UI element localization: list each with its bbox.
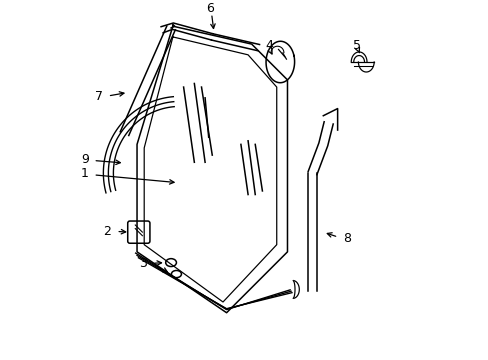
Text: 1: 1 <box>81 167 88 180</box>
Text: 7: 7 <box>95 90 103 103</box>
Text: 6: 6 <box>206 3 214 15</box>
Text: 9: 9 <box>81 153 88 166</box>
Text: 2: 2 <box>103 225 111 238</box>
Text: 4: 4 <box>264 39 272 52</box>
Text: 3: 3 <box>139 257 147 270</box>
Text: 5: 5 <box>353 39 361 52</box>
Text: 8: 8 <box>342 232 350 245</box>
